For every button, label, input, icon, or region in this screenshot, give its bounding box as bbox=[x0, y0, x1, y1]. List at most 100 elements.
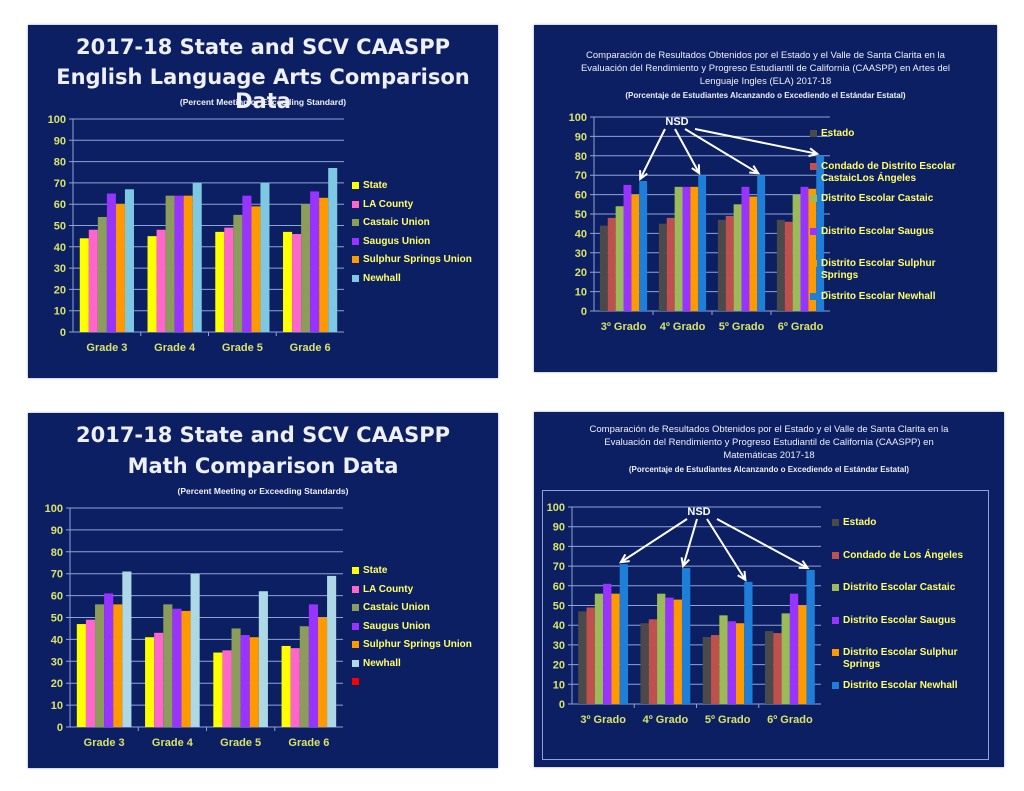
bar bbox=[174, 195, 184, 332]
ela-english-chart-panel: 2017-18 State and SCV CAASPP English Lan… bbox=[28, 25, 498, 378]
y-tick-label: 30 bbox=[553, 640, 565, 652]
nsd-arrow bbox=[639, 128, 666, 180]
y-tick-label: 80 bbox=[553, 541, 565, 553]
legend-item: Sulphur Springs Union bbox=[352, 639, 502, 651]
y-tick-label: 100 bbox=[48, 114, 66, 126]
legend-swatch bbox=[810, 130, 817, 137]
bar bbox=[260, 182, 270, 332]
bar bbox=[615, 206, 624, 311]
legend-item: Newhall bbox=[352, 658, 502, 670]
x-tick-label: 3º Grado bbox=[580, 714, 626, 726]
bar bbox=[717, 219, 726, 311]
chart-subtitle: (Porcentaje de Estudiantes Alcanzando o … bbox=[628, 465, 910, 474]
legend-label: LA County bbox=[363, 583, 414, 595]
bar bbox=[658, 223, 667, 311]
bar bbox=[163, 604, 173, 727]
y-tick-label: 100 bbox=[569, 112, 587, 124]
legend-swatch bbox=[352, 256, 359, 263]
x-tick-label: Grade 3 bbox=[84, 737, 125, 749]
nsd-arrowhead bbox=[737, 570, 747, 582]
bar bbox=[808, 188, 817, 311]
bar bbox=[586, 607, 595, 704]
legend-swatch bbox=[832, 649, 839, 656]
y-tick-label: 40 bbox=[553, 620, 565, 632]
legend-item: Condado de Distrito Escolar CastaicLos Á… bbox=[810, 161, 975, 185]
y-tick-label: 70 bbox=[553, 561, 565, 573]
bar bbox=[258, 591, 268, 727]
bar bbox=[106, 193, 116, 332]
y-tick-label: 60 bbox=[51, 591, 63, 603]
legend-swatch bbox=[832, 681, 839, 689]
nsd-arrowhead bbox=[798, 560, 810, 570]
bar bbox=[113, 604, 123, 727]
legend-label: Distrito Escolar Castaic bbox=[843, 582, 956, 593]
legend-swatch bbox=[352, 659, 359, 667]
legend-label: Distrito Escolar Saugus bbox=[821, 225, 934, 237]
x-tick-label: 4º Grado bbox=[643, 714, 689, 726]
legend-swatch bbox=[832, 551, 839, 559]
bar bbox=[816, 155, 825, 311]
bar bbox=[594, 593, 604, 704]
bar bbox=[308, 604, 318, 727]
legend-item: Distrito Escolar Sulphur Springs bbox=[810, 258, 975, 282]
y-tick-label: 90 bbox=[51, 525, 63, 537]
bar bbox=[603, 583, 612, 704]
x-tick-label: Grade 5 bbox=[220, 737, 261, 749]
y-tick-label: 70 bbox=[575, 170, 587, 182]
y-tick-label: 80 bbox=[575, 151, 587, 163]
bar bbox=[88, 229, 98, 332]
legend-label: Estado bbox=[821, 128, 855, 139]
bar bbox=[327, 575, 337, 727]
chart-title: Comparación de Resultados Obtenidos por … bbox=[542, 423, 996, 462]
y-tick-label: 50 bbox=[51, 613, 63, 625]
nsd-arrow bbox=[706, 518, 747, 581]
legend-swatch bbox=[352, 237, 359, 245]
bar bbox=[292, 234, 302, 332]
legend-item: State bbox=[352, 565, 502, 577]
legend-item: Distrito Escolar Saugus bbox=[832, 615, 997, 627]
nsd-arrow bbox=[694, 128, 818, 155]
bar bbox=[183, 195, 193, 332]
legend-label: Saugus Union bbox=[363, 235, 431, 247]
legend-label: Condado de Los Ángeles bbox=[843, 549, 964, 561]
bar-chart: 0 10 20 30 40 50 60 70 80 90 100 3º Grado 4º Grado 5º… bbox=[569, 112, 830, 333]
x-tick-label: Grade 4 bbox=[152, 737, 194, 749]
bar bbox=[798, 605, 807, 704]
legend-label: LA County bbox=[363, 198, 414, 210]
bar bbox=[757, 175, 766, 311]
legend-item: Distrito Escolar Sulphur Springs bbox=[832, 647, 997, 671]
y-tick-label: 20 bbox=[51, 678, 63, 690]
bar bbox=[607, 217, 616, 311]
y-tick-label: 0 bbox=[57, 722, 63, 734]
x-tick-label: Grade 6 bbox=[290, 342, 331, 354]
bar bbox=[240, 635, 250, 727]
x-tick-label: 6º Grado bbox=[767, 714, 813, 726]
nsd-arrow bbox=[674, 128, 701, 174]
nsd-arrowhead bbox=[639, 170, 648, 182]
chart-title-line: Evaluación del Rendimiento y Progreso Es… bbox=[604, 437, 934, 448]
ela-spanish-chart-panel: Comparación de Resultados Obtenidos por … bbox=[534, 25, 997, 372]
bar bbox=[115, 204, 125, 332]
bar bbox=[682, 186, 691, 311]
legend-item: Newhall bbox=[352, 273, 502, 285]
y-tick-label: 20 bbox=[54, 284, 66, 296]
legend-label: State bbox=[363, 565, 388, 576]
nsd-annotation-label: NSD bbox=[665, 116, 688, 128]
bar bbox=[281, 645, 291, 727]
bar bbox=[310, 191, 320, 332]
legend-item: Distrito Escolar Saugus bbox=[810, 226, 975, 238]
bar bbox=[301, 204, 311, 332]
bar bbox=[784, 221, 793, 311]
legend-item: Condado de Los Ángeles bbox=[832, 550, 997, 562]
legend-swatch bbox=[352, 641, 359, 648]
bar bbox=[124, 189, 134, 332]
y-tick-label: 40 bbox=[575, 228, 587, 240]
legend-item: LA County bbox=[352, 199, 502, 211]
bar bbox=[192, 182, 202, 332]
y-tick-label: 50 bbox=[553, 601, 565, 613]
y-tick-label: 10 bbox=[54, 306, 66, 318]
legend-label: Distrito Escolar Castaic bbox=[821, 193, 934, 204]
bar bbox=[104, 593, 114, 727]
math-spanish-chart-panel: Comparación de Resultados Obtenidos por … bbox=[534, 412, 1004, 767]
y-tick-label: 90 bbox=[553, 522, 565, 534]
